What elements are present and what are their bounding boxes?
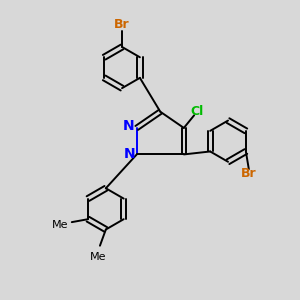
Text: Br: Br: [241, 167, 256, 180]
Text: N: N: [123, 119, 134, 134]
Text: N: N: [124, 147, 135, 161]
Text: Br: Br: [114, 18, 130, 31]
Text: Me: Me: [90, 252, 107, 262]
Text: Me: Me: [52, 220, 68, 230]
Text: Cl: Cl: [190, 105, 204, 118]
